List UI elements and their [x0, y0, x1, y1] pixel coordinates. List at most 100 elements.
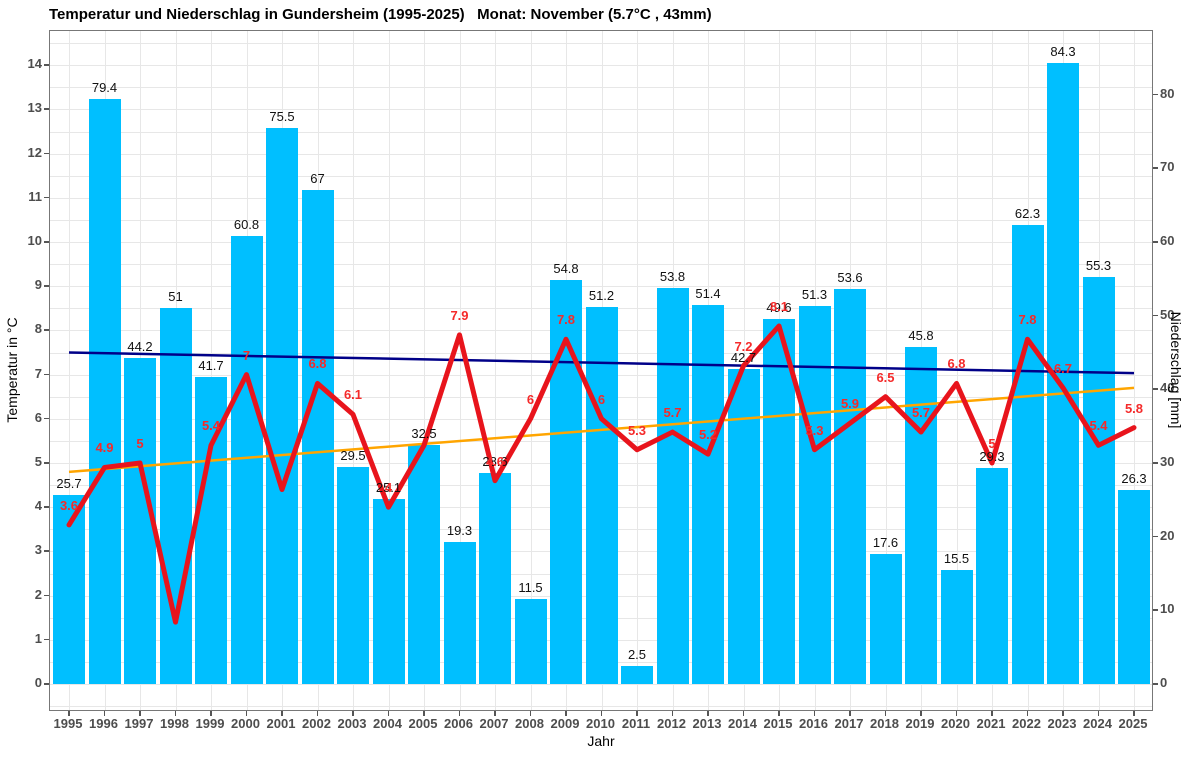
precip-bar-2004 — [372, 499, 405, 684]
temp-value-label: 6.8 — [947, 356, 966, 372]
precip-bar-2013 — [692, 305, 724, 684]
precip-value-label: 51.2 — [588, 287, 615, 303]
precip-value-label: 67 — [310, 171, 325, 187]
x-axis-tick-label: 1995 — [53, 716, 83, 731]
x-axis-tick-label: 2015 — [763, 716, 793, 731]
x-axis-tickmark — [316, 711, 318, 716]
left-axis-tickmark — [44, 108, 49, 110]
temp-value-label: 5 — [988, 436, 996, 451]
precip-value-label: 45.8 — [908, 327, 934, 343]
left-axis-tickmark — [44, 196, 49, 199]
left-axis-tick-label: 5 — [34, 454, 42, 469]
precip-value-label: 49.6 — [766, 299, 792, 315]
horizontal-gridline — [50, 87, 1152, 89]
precip-value-label: 19.3 — [446, 522, 473, 538]
left-axis-tick-label: 11 — [28, 188, 42, 204]
precip-bar-2014 — [727, 369, 760, 684]
x-axis-tick-label: 2020 — [941, 716, 970, 731]
precip-value-label: 51.4 — [695, 286, 721, 302]
precip-value-label: 25.1 — [375, 480, 402, 496]
left-axis-tickmark — [44, 64, 49, 66]
x-axis-tick-label: 2003 — [337, 716, 367, 731]
left-axis-tickmark — [44, 373, 49, 376]
precip-bar-2016 — [798, 306, 831, 684]
left-axis-tick-label: 9 — [34, 277, 42, 293]
x-axis-tickmark — [636, 711, 638, 716]
horizontal-gridline — [50, 131, 1152, 133]
x-axis-tickmark — [423, 711, 425, 716]
x-axis-tick-label: 1999 — [195, 716, 225, 731]
precip-value-label: 79.4 — [91, 80, 118, 96]
x-axis-tickmark — [671, 711, 673, 716]
precip-bar-2021 — [976, 468, 1008, 684]
x-axis-tickmark — [103, 711, 105, 716]
x-axis-tick-label: 2008 — [515, 716, 544, 731]
x-axis-tick-label: 2019 — [905, 716, 935, 731]
x-axis-tickmark — [281, 711, 283, 716]
x-axis-tick-label: 2006 — [444, 716, 473, 731]
vertical-gridline — [1134, 31, 1135, 710]
precip-value-label: 15.5 — [943, 550, 970, 566]
temp-value-label: 6 — [526, 391, 535, 407]
x-axis-tick-label: 2009 — [550, 716, 580, 731]
plot-area: 25.7 79.4 44.2 51 41.7 60.8 75.5 67 29.5 25.1 32.5… — [49, 30, 1153, 711]
left-axis-tickmark — [44, 241, 49, 243]
precip-bar-2010 — [585, 306, 618, 684]
temp-value-label: 7.8 — [1018, 312, 1037, 328]
x-axis-tickmark — [707, 711, 709, 716]
x-axis-tickmark — [1133, 711, 1135, 716]
right-axis-tickmark — [1153, 241, 1158, 243]
x-axis-tickmark — [813, 711, 815, 716]
right-axis-tick-label: 40 — [1160, 380, 1175, 396]
horizontal-gridline — [50, 197, 1152, 199]
horizontal-gridline — [50, 175, 1152, 177]
x-axis-tick-label: 2024 — [1083, 716, 1112, 731]
precip-value-label: 25.7 — [56, 475, 82, 491]
temp-value-label: 6.5 — [876, 369, 895, 385]
temp-value-label: 5.4 — [1089, 418, 1108, 434]
right-axis-tickmark — [1153, 462, 1158, 464]
precip-bar-2025 — [1118, 490, 1150, 684]
x-axis-tickmark — [778, 711, 780, 716]
x-axis-tickmark — [174, 711, 176, 716]
horizontal-gridline — [50, 684, 1152, 685]
temp-value-label: 7.8 — [556, 312, 576, 328]
right-axis-tickmark — [1153, 609, 1158, 611]
x-axis-tickmark — [458, 711, 460, 716]
precip-bar-2000 — [230, 236, 263, 684]
left-axis-title: Temperatur in °C — [4, 317, 20, 423]
precip-bar-2012 — [656, 287, 689, 684]
left-axis-tickmark — [44, 506, 49, 508]
right-axis-tick-label: 0 — [1160, 675, 1168, 690]
precip-bar-2005 — [408, 444, 440, 684]
temp-value-label: 7.9 — [450, 307, 469, 323]
x-axis-tickmark — [884, 711, 886, 716]
x-axis-tickmark — [991, 711, 993, 716]
precip-value-label: 51.3 — [801, 287, 828, 303]
precip-value-label: 60.8 — [233, 217, 260, 233]
right-axis-tick-label: 80 — [1160, 85, 1175, 101]
horizontal-gridline — [50, 219, 1152, 221]
precip-value-label: 32.5 — [411, 425, 437, 441]
horizontal-gridline — [50, 242, 1152, 243]
precip-value-label: 62.3 — [1014, 206, 1041, 222]
precip-value-label: 11.5 — [518, 580, 543, 596]
x-axis-tickmark — [955, 711, 957, 716]
x-axis-tickmark — [245, 711, 247, 716]
x-axis-tick-label: 2016 — [799, 716, 828, 731]
lines-layer — [66, 323, 1137, 625]
x-axis-tick-label: 2025 — [1118, 716, 1148, 731]
left-axis-tickmark — [44, 550, 49, 552]
horizontal-gridline — [50, 43, 1152, 45]
left-axis-tick-label: 4 — [34, 498, 42, 514]
left-axis-tick-label: 7 — [34, 365, 42, 381]
left-axis-tickmark — [44, 285, 49, 287]
temp-value-label: 7 — [242, 347, 251, 363]
left-axis-tickmark — [44, 417, 49, 420]
left-axis-tick-label: 6 — [34, 409, 42, 425]
temp-value-label: 5.2 — [698, 427, 718, 443]
precip-bar-2003 — [337, 466, 369, 684]
temp-value-label: 5.4 — [201, 418, 221, 434]
x-axis-tickmark — [529, 711, 531, 716]
